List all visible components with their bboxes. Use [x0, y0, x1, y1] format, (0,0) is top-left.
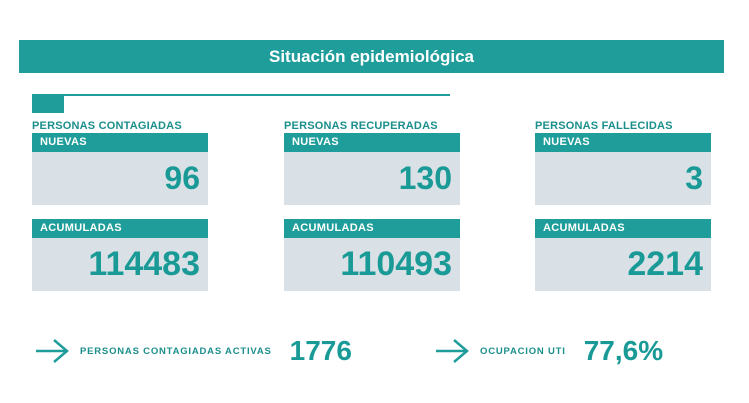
stat-label: PERSONAS CONTAGIADAS ACTIVAS — [80, 345, 272, 357]
card-nuevas: NUEVAS 96 — [32, 133, 208, 205]
stat-label: OCUPACION UTI — [480, 345, 566, 357]
stat-value: 1776 — [289, 335, 352, 366]
column-contagiadas: PERSONAS CONTAGIADAS NUEVAS 96 ACUMULADA… — [32, 119, 208, 291]
card-label: NUEVAS — [32, 133, 208, 152]
card-value: 96 — [32, 152, 208, 205]
column-fallecidas: PERSONAS FALLECIDAS NUEVAS 3 ACUMULADAS … — [535, 119, 711, 291]
card-label: ACUMULADAS — [32, 219, 208, 238]
card-value: 2214 — [535, 238, 711, 291]
arrow-right-icon — [436, 339, 469, 363]
card-label: NUEVAS — [535, 133, 711, 152]
card-nuevas: NUEVAS 130 — [284, 133, 460, 205]
card-value: 114483 — [32, 238, 208, 291]
card-acumuladas: ACUMULADAS 114483 — [32, 219, 208, 291]
stat-value: 77,6% — [583, 335, 664, 366]
stat-activas: PERSONAS CONTAGIADAS ACTIVAS 1776 — [34, 335, 352, 367]
card-value: 110493 — [284, 238, 460, 291]
arrow-right-icon — [36, 339, 69, 363]
card-label: ACUMULADAS — [284, 219, 460, 238]
card-acumuladas: ACUMULADAS 2214 — [535, 219, 711, 291]
column-recuperadas: PERSONAS RECUPERADAS NUEVAS 130 ACUMULAD… — [284, 119, 460, 291]
column-title: PERSONAS RECUPERADAS — [284, 120, 438, 132]
card-value: 130 — [284, 152, 460, 205]
column-title: PERSONAS FALLECIDAS — [535, 120, 673, 132]
accent-block — [32, 95, 64, 113]
card-label: ACUMULADAS — [535, 219, 711, 238]
column-title: PERSONAS CONTAGIADAS — [32, 120, 182, 132]
card-value: 3 — [535, 152, 711, 205]
card-nuevas: NUEVAS 3 — [535, 133, 711, 205]
card-label: NUEVAS — [284, 133, 460, 152]
card-acumuladas: ACUMULADAS 110493 — [284, 219, 460, 291]
page-title: Situación epidemiológica — [19, 40, 724, 73]
divider — [32, 94, 450, 96]
stat-uti: OCUPACION UTI 77,6% — [434, 335, 663, 367]
